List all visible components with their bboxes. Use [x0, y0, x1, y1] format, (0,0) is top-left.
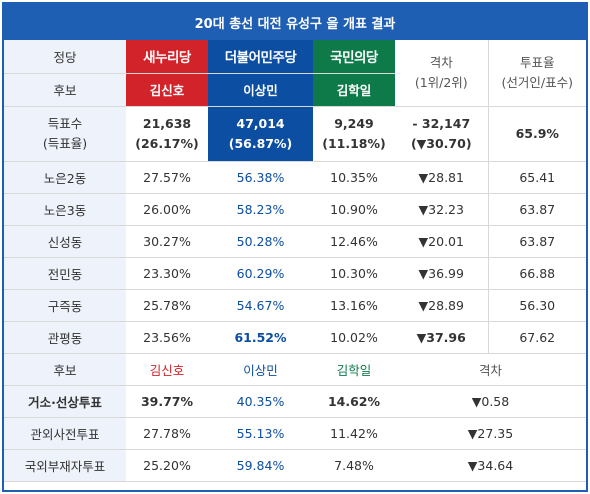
table-row: 구즉동 25.78% 54.67% 13.16% ▼28.89 56.30 [4, 289, 586, 322]
rate-lee-sangmin: 58.23% [208, 193, 313, 226]
rate-kim-shinho: 27.57% [126, 161, 208, 194]
special-lee-sangmin: 이상민 [208, 353, 313, 386]
turnout-header: 투표율 (선거인/표수) [488, 40, 586, 107]
table-row: 국외부재자투표 25.20% 59.84% 7.48% ▼34.64 [4, 449, 586, 482]
district-gap: ▼28.89 [395, 289, 489, 322]
votes-kim-shinho: 21,638 (26.17%) [126, 106, 208, 162]
special-name: 거소·선상투표 [4, 385, 126, 418]
page-title: 20대 총선 대전 유성구 을 개표 결과 [4, 4, 586, 40]
rate-kim-shinho: 25.78% [126, 289, 208, 322]
results-table: 정당 새누리당 더불어민주당 국민의당 격차 (1위/2위) 투표율 (선거인/… [4, 40, 586, 482]
rate-kim-hakil: 10.35% [313, 161, 395, 194]
rate-lee-sangmin: 40.35% [208, 385, 313, 418]
table-row: 거소·선상투표 39.77% 40.35% 14.62% ▼0.58 [4, 385, 586, 418]
rate-lee-sangmin: 59.84% [208, 449, 313, 482]
district-name: 노은3동 [4, 193, 126, 226]
rate-lee-sangmin: 54.67% [208, 289, 313, 322]
district-name: 전민동 [4, 257, 126, 290]
votes-row: 득표수 (득표율) 21,638 (26.17%) 47,014 (56.87%) 9… [4, 106, 586, 162]
district-turnout: 56.30 [488, 289, 586, 322]
rate-kim-hakil: 10.02% [313, 321, 395, 354]
district-gap: ▼32.23 [395, 193, 489, 226]
rate-kim-shinho: 26.00% [126, 193, 208, 226]
party-row: 정당 새누리당 더불어민주당 국민의당 격차 (1위/2위) 투표율 (선거인/… [4, 40, 586, 107]
special-name: 국외부재자투표 [4, 449, 126, 482]
table-row: 노은2동 27.57% 56.38% 10.35% ▼28.81 65.41 [4, 161, 586, 194]
special-gap-label: 격차 [395, 353, 586, 386]
district-turnout: 63.87 [488, 193, 586, 226]
special-gap: ▼27.35 [395, 417, 586, 450]
rate-kim-hakil: 14.62% [313, 385, 395, 418]
table-row: 관외사전투표 27.78% 55.13% 11.42% ▼27.35 [4, 417, 586, 450]
gap-header: 격차 (1위/2위) [395, 40, 489, 107]
special-header-row: 후보 김신호 이상민 김학일 격차 [4, 353, 586, 386]
district-gap: ▼28.81 [395, 161, 489, 194]
party-people-logo: 국민의당 [313, 40, 395, 74]
district-turnout: 66.88 [488, 257, 586, 290]
rate-kim-hakil: 11.42% [313, 417, 395, 450]
rate-kim-shinho: 25.20% [126, 449, 208, 482]
rate-kim-hakil: 13.16% [313, 289, 395, 322]
special-name: 관외사전투표 [4, 417, 126, 450]
turnout-label: 투표율 [519, 54, 555, 70]
votes-turnout: 65.9% [488, 106, 586, 162]
votes-label: 득표수 (득표율) [4, 106, 126, 162]
rate-kim-hakil: 7.48% [313, 449, 395, 482]
party-label: 정당 [4, 40, 126, 74]
special-candidate-label: 후보 [4, 353, 126, 386]
candidate-label: 후보 [4, 73, 126, 107]
rate-kim-shinho: 23.56% [126, 321, 208, 354]
district-name: 구즉동 [4, 289, 126, 322]
candidate-row: 후보 김신호 이상민 김학일 [4, 73, 586, 107]
district-gap: ▼36.99 [395, 257, 489, 290]
special-kim-hakil: 김학일 [313, 353, 395, 386]
district-name: 노은2동 [4, 161, 126, 194]
district-gap: ▼20.01 [395, 225, 489, 258]
special-gap: ▼0.58 [395, 385, 586, 418]
rate-lee-sangmin: 60.29% [208, 257, 313, 290]
rate-kim-shinho: 23.30% [126, 257, 208, 290]
table-row: 신성동 30.27% 50.28% 12.46% ▼20.01 63.87 [4, 225, 586, 258]
rate-lee-sangmin: 61.52% [208, 321, 313, 354]
rate-kim-hakil: 12.46% [313, 225, 395, 258]
district-turnout: 63.87 [488, 225, 586, 258]
rate-kim-shinho: 27.78% [126, 417, 208, 450]
table-row: 전민동 23.30% 60.29% 10.30% ▼36.99 66.88 [4, 257, 586, 290]
party-minjoo-logo: 더불어민주당 [208, 40, 313, 74]
district-turnout: 67.62 [488, 321, 586, 354]
district-gap: ▼37.96 [395, 321, 489, 354]
candidate-kim-shinho: 김신호 [126, 73, 208, 107]
rate-kim-hakil: 10.30% [313, 257, 395, 290]
district-name: 신성동 [4, 225, 126, 258]
special-kim-shinho: 김신호 [126, 353, 208, 386]
special-gap: ▼34.64 [395, 449, 586, 482]
rate-kim-hakil: 10.90% [313, 193, 395, 226]
votes-gap: - 32,147 (▼30.70) [395, 106, 489, 162]
party-saenuri-logo: 새누리당 [126, 40, 208, 74]
candidate-lee-sangmin: 이상민 [208, 73, 313, 107]
candidate-kim-hakil: 김학일 [313, 73, 395, 107]
rate-lee-sangmin: 55.13% [208, 417, 313, 450]
rate-kim-shinho: 39.77% [126, 385, 208, 418]
rate-kim-shinho: 30.27% [126, 225, 208, 258]
gap-sub: (1위/2위) [414, 74, 468, 90]
table-row: 노은3동 26.00% 58.23% 10.90% ▼32.23 63.87 [4, 193, 586, 226]
turnout-sub: (선거인/표수) [501, 74, 573, 90]
rate-lee-sangmin: 56.38% [208, 161, 313, 194]
district-name: 관평동 [4, 321, 126, 354]
district-turnout: 65.41 [488, 161, 586, 194]
rate-lee-sangmin: 50.28% [208, 225, 313, 258]
gap-label: 격차 [429, 54, 453, 70]
votes-kim-hakil: 9,249 (11.18%) [313, 106, 395, 162]
votes-lee-sangmin: 47,014 (56.87%) [208, 106, 313, 162]
table-row: 관평동 23.56% 61.52% 10.02% ▼37.96 67.62 [4, 321, 586, 354]
